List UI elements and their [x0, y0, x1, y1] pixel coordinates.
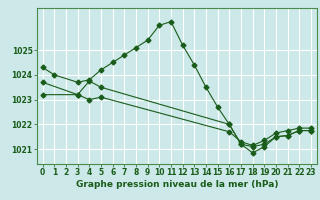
X-axis label: Graphe pression niveau de la mer (hPa): Graphe pression niveau de la mer (hPa)	[76, 180, 278, 189]
